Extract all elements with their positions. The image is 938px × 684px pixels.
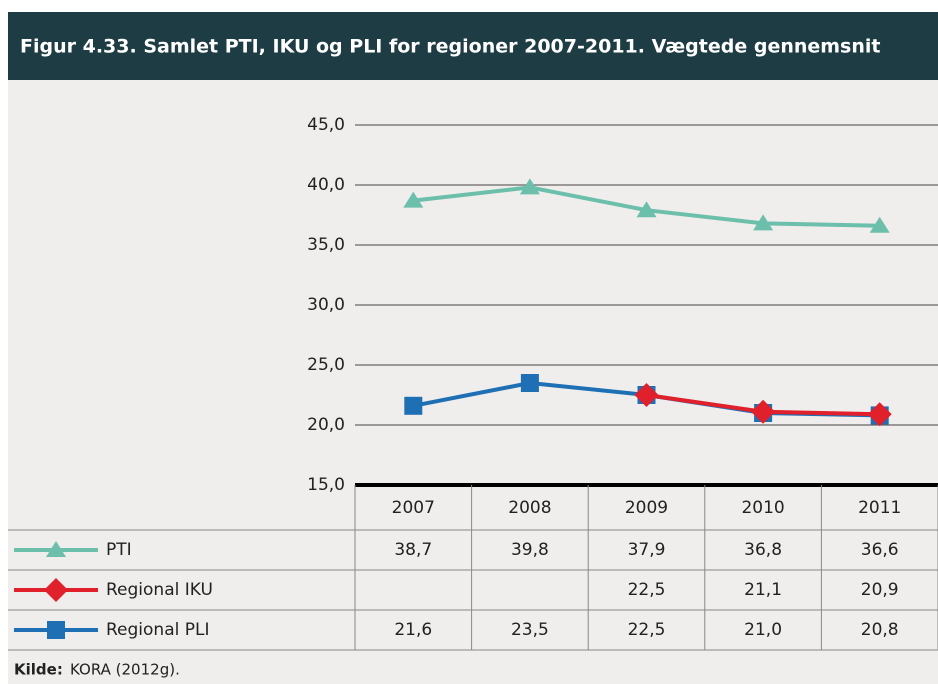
chart-title: Figur 4.33. Samlet PTI, IKU og PLI for r… [20,36,881,58]
legend-label: Regional IKU [106,580,213,600]
series-marker [636,201,657,218]
y-tick-label: 35,0 [307,235,345,255]
series-marker [519,178,540,195]
series-marker [867,402,892,427]
chart-background [8,12,938,684]
series-marker [634,383,659,407]
table-value: 21,6 [394,620,432,640]
legend-marker [44,578,68,602]
x-tick-label: 2011 [858,498,901,518]
table-value: 38,7 [394,540,432,560]
y-tick-label: 45,0 [307,115,345,135]
y-tick-label: 20,0 [307,415,345,435]
table-value: 21,1 [744,580,782,600]
y-tick-label: 40,0 [307,175,345,195]
legend-label: Regional PLI [106,620,209,640]
table-value: 21,0 [744,620,782,640]
x-tick-label: 2007 [392,498,435,518]
table-value: 20,8 [861,620,899,640]
series-marker [751,399,776,424]
y-tick-label: 30,0 [307,295,345,315]
table-value: 20,9 [861,580,899,600]
table-value: 23,5 [511,620,549,640]
source: KORA (2012g). [70,661,180,679]
y-tick-label: 15,0 [307,475,345,495]
table-value: 22,5 [628,620,666,640]
table-value: 22,5 [628,580,666,600]
table-value: 36,6 [861,540,899,560]
table-value: 36,8 [744,540,782,560]
series-marker [753,214,774,231]
y-tick-label: 25,0 [307,355,345,375]
x-tick-label: 2010 [741,498,784,518]
series-marker [404,396,423,415]
title-bar [8,12,938,80]
table-value: 37,9 [628,540,666,560]
x-tick-label: 2009 [625,498,668,518]
series-marker [869,216,890,233]
legend-marker [47,621,65,639]
x-tick-label: 2008 [508,498,551,518]
series-marker [520,374,539,392]
series-marker [403,191,424,208]
legend-marker [46,541,66,557]
source-label: Kilde: [14,661,63,679]
table-value: 39,8 [511,540,549,560]
legend-label: PTI [106,540,132,560]
